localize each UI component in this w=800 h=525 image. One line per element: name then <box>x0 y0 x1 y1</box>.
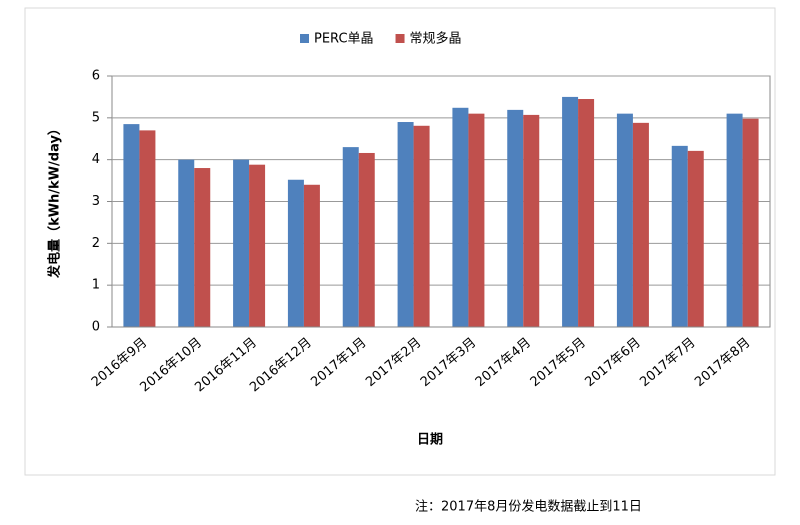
bar <box>742 118 759 327</box>
note: 注：2017年8月份发电数据截止到11日 <box>415 499 642 515</box>
bar <box>178 159 195 327</box>
bar <box>616 113 633 328</box>
y-tick-label: 1 <box>92 278 100 293</box>
bar <box>287 179 304 327</box>
y-tick-label: 4 <box>92 152 100 167</box>
x-axis-title: 日期 <box>417 433 443 448</box>
legend-swatch <box>395 34 405 43</box>
bar <box>452 107 469 327</box>
y-tick-label: 3 <box>92 194 100 209</box>
bar <box>303 184 320 327</box>
bar <box>687 150 704 327</box>
bar <box>507 109 524 327</box>
bar <box>139 130 156 327</box>
bar <box>578 99 595 327</box>
y-tick-label: 2 <box>92 236 100 251</box>
bar <box>358 152 375 327</box>
bar <box>726 113 743 328</box>
bar <box>523 114 540 327</box>
y-tick-label: 5 <box>92 110 100 125</box>
legend-swatch <box>300 34 309 43</box>
bar <box>468 113 485 328</box>
bar <box>632 122 649 327</box>
bar <box>397 122 414 328</box>
legend-label: 常规多晶 <box>410 31 462 47</box>
y-tick-label: 0 <box>92 320 100 335</box>
bar <box>562 96 579 328</box>
legend-label: PERC单晶 <box>314 32 374 47</box>
y-tick-label: 6 <box>92 69 100 84</box>
bar <box>671 145 688 327</box>
bar <box>342 147 359 327</box>
y-axis-title: 发电量（kWh/kW/day） <box>47 122 63 279</box>
bar <box>249 164 266 327</box>
bar <box>194 168 211 327</box>
bar <box>123 124 140 327</box>
bar <box>413 125 430 327</box>
bar <box>233 159 250 327</box>
